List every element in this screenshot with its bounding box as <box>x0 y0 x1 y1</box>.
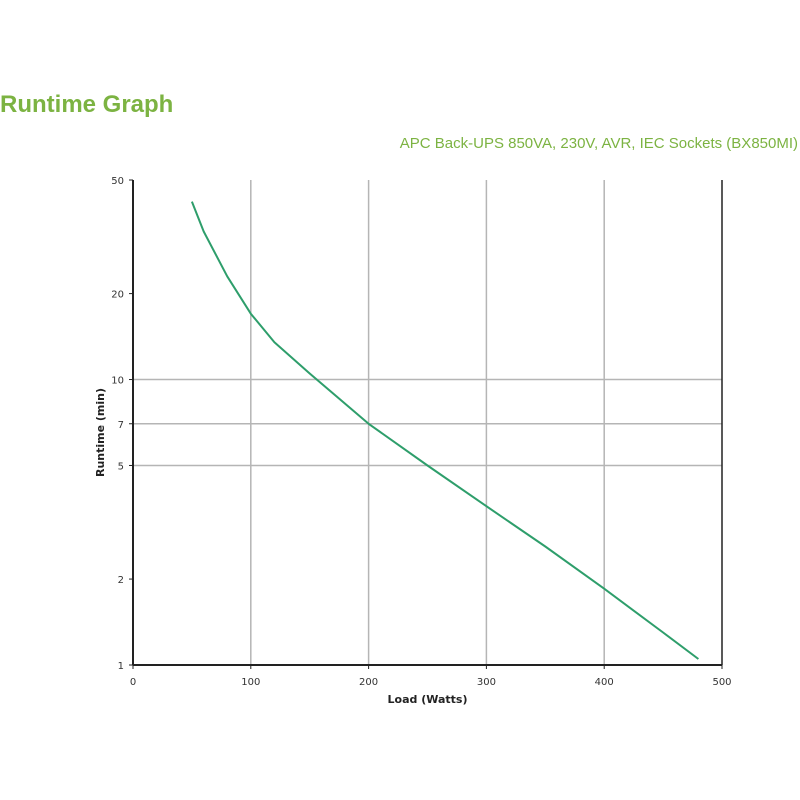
tick-labels: 0 100 200 300 400 500 1 2 5 7 10 20 50 <box>111 176 731 688</box>
x-tick-label: 300 <box>477 677 496 688</box>
y-tick-label: 20 <box>111 290 124 301</box>
x-tick-label: 400 <box>595 677 614 688</box>
page-title: Runtime Graph <box>0 91 174 118</box>
series-line <box>190 201 700 660</box>
y-tick-label: 1 <box>118 661 124 672</box>
chart-subtitle: APC Back-UPS 850VA, 230V, AVR, IEC Socke… <box>399 135 798 152</box>
x-tick-label: 100 <box>241 677 260 688</box>
y-axis-title: Runtime (min) <box>94 388 107 477</box>
y-tick-label: 10 <box>111 376 124 387</box>
y-tick-label: 50 <box>111 176 124 187</box>
chart-axes <box>132 180 723 666</box>
x-tick-label: 500 <box>712 677 731 688</box>
x-tick-label: 200 <box>359 677 378 688</box>
series-layer <box>190 201 700 660</box>
grid-lines <box>133 180 722 665</box>
y-tick-label: 2 <box>118 575 124 586</box>
y-tick-label: 5 <box>118 461 124 472</box>
x-tick-label: 0 <box>130 677 136 688</box>
x-axis-title: Load (Watts) <box>388 693 468 706</box>
y-tick-label: 7 <box>118 420 124 431</box>
